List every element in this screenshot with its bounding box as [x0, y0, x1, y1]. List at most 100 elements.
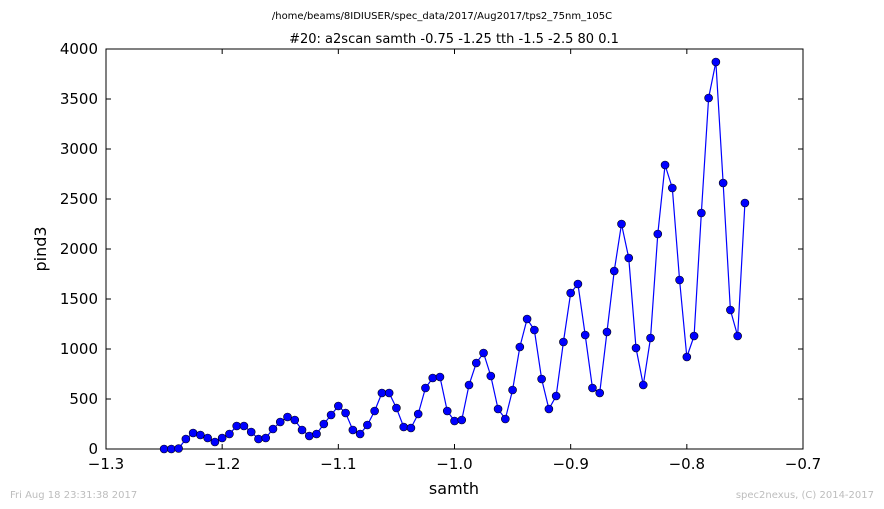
data-point: [334, 401, 343, 411]
data-point: [544, 404, 554, 414]
x-tick-label: −0.7: [785, 455, 821, 473]
x-tick-label: −1.1: [320, 455, 356, 473]
data-point: [566, 288, 575, 298]
plot-area-frame: [105, 48, 804, 450]
y-tick-label: 3500: [60, 90, 98, 108]
y-tick-label: 2500: [60, 190, 98, 208]
data-point: [653, 229, 663, 239]
data-point: [580, 330, 590, 340]
data-point: [646, 333, 655, 343]
data-point: [588, 383, 597, 393]
data-point: [726, 305, 735, 315]
data-point: [631, 343, 641, 353]
data-point: [697, 208, 706, 218]
data-point: [551, 391, 561, 401]
y-tick-label: 1500: [60, 290, 98, 308]
data-point: [530, 325, 539, 335]
data-point: [675, 275, 684, 285]
x-tick-label: −1.0: [436, 455, 472, 473]
data-point: [450, 416, 459, 426]
data-point: [167, 444, 176, 454]
data-point: [246, 427, 256, 437]
data-point: [341, 408, 350, 418]
data-point: [595, 388, 605, 398]
data-point: [188, 428, 198, 438]
data-point: [181, 434, 191, 444]
data-point: [740, 198, 750, 208]
data-point: [392, 403, 401, 413]
data-point: [239, 421, 249, 431]
data-point: [268, 424, 278, 434]
data-point: [217, 433, 227, 443]
data-point: [413, 409, 423, 419]
data-point: [312, 429, 321, 439]
data-point: [711, 57, 721, 67]
data-point: [363, 420, 372, 430]
data-point: [609, 266, 619, 276]
data-point: [668, 183, 677, 193]
data-point: [225, 429, 234, 439]
data-point: [573, 279, 583, 289]
y-tick-label: 0: [88, 440, 98, 458]
data-point: [471, 358, 481, 368]
y-tick-label: 2000: [60, 240, 98, 258]
data-point: [718, 178, 728, 188]
footer-timestamp: Fri Aug 18 23:31:38 2017: [10, 490, 138, 501]
data-point: [203, 433, 212, 443]
data-point: [275, 417, 285, 427]
data-point: [660, 160, 670, 170]
x-tick-label: −1.3: [88, 455, 124, 473]
data-point: [290, 415, 300, 425]
data-point: [406, 423, 416, 433]
data-point: [559, 337, 568, 347]
data-point: [210, 437, 220, 447]
data-point: [479, 348, 488, 358]
data-point: [261, 433, 271, 443]
x-tick-label: −0.8: [669, 455, 705, 473]
y-tick-label: 500: [69, 390, 98, 408]
data-point: [428, 373, 438, 383]
data-point: [501, 414, 510, 424]
axis-ticks: [105, 48, 804, 450]
data-point: [304, 431, 314, 441]
data-point: [682, 352, 692, 362]
data-point: [435, 372, 445, 382]
data-point: [348, 425, 358, 435]
data-point: [326, 410, 336, 420]
data-point: [537, 374, 546, 384]
x-axis-label: samth: [429, 479, 479, 498]
data-point: [638, 380, 648, 390]
data-point: [384, 388, 394, 398]
data-series: [159, 57, 750, 454]
data-point: [515, 342, 525, 352]
y-tick-label: 3000: [60, 140, 98, 158]
data-point: [617, 219, 626, 229]
data-point: [254, 434, 263, 444]
x-tick-label: −1.2: [204, 455, 240, 473]
data-point: [297, 425, 307, 435]
data-point: [464, 380, 474, 390]
data-point: [602, 327, 612, 337]
data-point: [493, 404, 503, 414]
data-point: [283, 412, 292, 422]
data-point: [232, 421, 241, 431]
data-point: [421, 383, 430, 393]
data-point: [399, 422, 408, 432]
data-point: [355, 429, 365, 439]
y-axis-label: pind3: [31, 226, 50, 271]
series-line: [164, 61, 746, 450]
y-tick-label: 4000: [60, 40, 98, 58]
data-point: [508, 385, 517, 395]
data-point: [377, 388, 387, 398]
data-point: [442, 406, 452, 416]
data-point: [159, 444, 169, 454]
data-point: [370, 406, 379, 416]
chart-path-title: /home/beams/8IDIUSER/spec_data/2017/Aug2…: [272, 11, 612, 22]
data-point: [689, 331, 699, 341]
data-point: [522, 314, 532, 324]
data-point: [733, 331, 742, 341]
footer-credit: spec2nexus, (C) 2014-2017: [735, 490, 874, 501]
data-point: [624, 253, 634, 263]
data-point: [704, 93, 713, 103]
